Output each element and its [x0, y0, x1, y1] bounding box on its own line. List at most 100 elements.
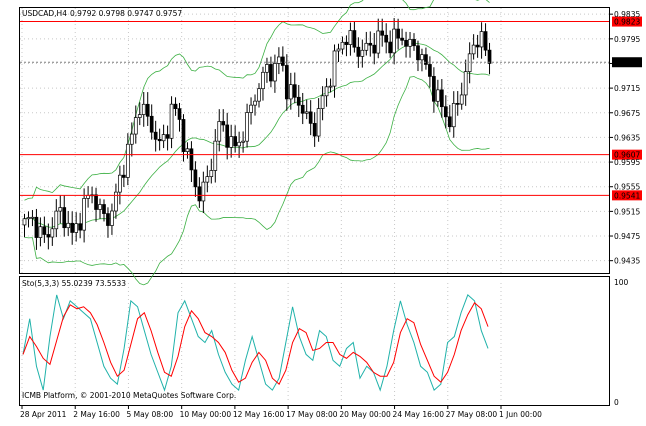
time-tick-label: 5 May 08:00 [126, 410, 173, 419]
candle-body [292, 84, 297, 98]
candle-body [209, 170, 214, 177]
candle-body [26, 217, 31, 220]
candle-body [118, 174, 122, 193]
candle-body [213, 140, 218, 171]
candle-body [428, 64, 432, 77]
time-tick-label: 27 May 08:00 [446, 410, 498, 419]
candle-body [420, 54, 424, 61]
price-tick-label: 0.9675 [614, 109, 640, 118]
candle-body [106, 213, 110, 226]
level-price-tag[interactable] [612, 149, 642, 160]
candle-body [58, 207, 63, 212]
candle-body [62, 207, 67, 229]
candle-body [245, 112, 249, 142]
candle-body [177, 108, 182, 120]
candle-body [237, 141, 241, 147]
candle-body [348, 30, 353, 45]
candle-body [300, 104, 305, 114]
candle-body [30, 216, 35, 219]
candle-body [332, 50, 337, 87]
candle-body [82, 198, 86, 231]
candle-body [94, 194, 98, 210]
candle-body [296, 96, 301, 106]
candle-body [384, 34, 389, 43]
candle-body [352, 30, 357, 48]
stochastic-bottom-label: 0 [614, 398, 619, 407]
candle-body [149, 115, 154, 133]
chart-header-symbol: USDCAD,H4 [22, 9, 67, 18]
price-tick-label: 0.9595 [614, 158, 640, 167]
level-price-label: 0.9541 [614, 191, 640, 200]
current-price-tag[interactable] [612, 57, 642, 68]
stochastic-main-line [22, 294, 489, 392]
price-axis: 0.9835 0.9795 0.9755 0.9715 0.9675 0.9635 0.95… [609, 10, 640, 266]
candle-body [312, 123, 317, 137]
candle-body [392, 28, 396, 54]
candle-body [181, 119, 186, 152]
candle-body [424, 54, 428, 65]
candle-body [34, 216, 39, 238]
stochastic-panel-frame [19, 276, 610, 406]
candle-body [153, 131, 158, 140]
candle-body [161, 134, 166, 142]
candle-body [416, 45, 420, 61]
candle-body [141, 103, 146, 115]
candle-body [483, 31, 488, 51]
candle-body [487, 49, 492, 64]
candle-body [356, 46, 361, 57]
level-price-label: 0.9823 [614, 18, 640, 27]
candle-body [38, 226, 43, 238]
candle-body [404, 39, 408, 47]
candle-body [50, 228, 55, 238]
candle-body [340, 41, 345, 50]
candle-body [165, 134, 170, 139]
time-tick-label: 24 May 16:00 [393, 410, 445, 419]
candle-body [74, 223, 79, 233]
candle-body [185, 148, 190, 152]
candle-body [169, 103, 174, 139]
candle-body [189, 148, 194, 171]
candle-body [459, 94, 464, 105]
candle-body [273, 63, 277, 82]
candle-body [368, 42, 373, 46]
candle-body [396, 28, 400, 39]
candle-body [471, 44, 476, 55]
price-tick-label: 0.9475 [614, 232, 640, 241]
candle-body [479, 31, 484, 48]
candle-body [129, 133, 134, 145]
candle-body [122, 174, 126, 178]
candle-body [372, 44, 377, 54]
time-tick-label: 2 May 16:00 [73, 410, 120, 419]
candle-body [328, 85, 333, 88]
candle-body [249, 104, 253, 113]
candle-body [229, 136, 234, 148]
candle-body [439, 89, 444, 108]
candle-body [304, 111, 309, 114]
price-tick-label: 0.9515 [614, 207, 640, 216]
time-tick-label: 17 May 08:00 [286, 410, 338, 419]
candle-body [253, 100, 257, 106]
candle-body [225, 124, 230, 148]
bollinger-middle-band [24, 42, 490, 228]
candlesticks [22, 18, 492, 250]
bollinger-bands [24, 0, 490, 286]
price-tick-label: 0.9835 [614, 10, 640, 19]
candle-body [78, 223, 82, 231]
candle-body [66, 222, 71, 229]
candle-body [102, 204, 106, 214]
horizontal-lines[interactable]: 0.9823 0.9607 0.9541 0.9757 [20, 16, 642, 201]
candle-body [380, 30, 385, 36]
candle-body [344, 41, 349, 45]
stochastic-label: Sto(5,3,3) 55.0239 73.5533 [22, 279, 126, 288]
candle-body [463, 71, 468, 96]
level-price-tag[interactable] [612, 16, 642, 27]
candle-body [193, 169, 198, 188]
price-tick-label: 0.9715 [614, 84, 640, 93]
candle-body [54, 210, 59, 230]
candle-body [233, 136, 238, 147]
candle-body [133, 117, 138, 135]
candle-body [197, 186, 202, 202]
candle-body [114, 191, 118, 212]
level-price-tag[interactable] [612, 190, 642, 201]
